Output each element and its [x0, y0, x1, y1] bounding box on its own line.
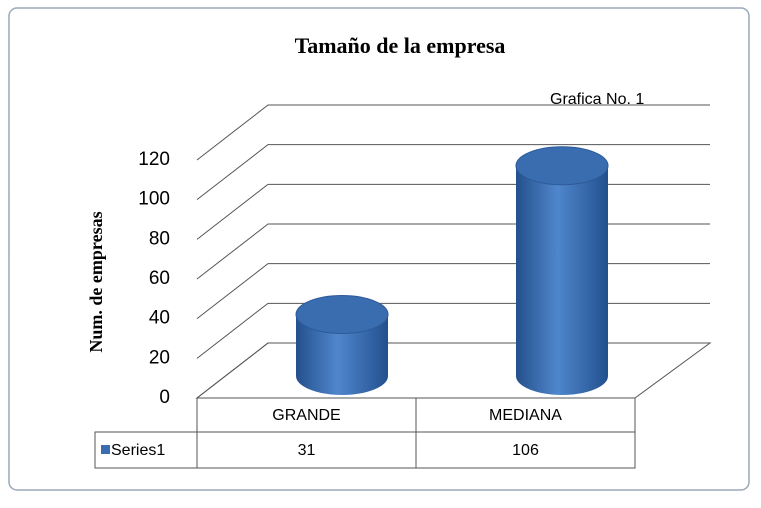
y-tick-label: 40 — [149, 308, 170, 329]
chart-title: Tamaño de la empresa — [295, 33, 506, 58]
cylinder-top — [295, 295, 389, 335]
cylinder-body — [516, 165, 608, 395]
legend-swatch — [101, 445, 110, 454]
y-tick-label: 60 — [149, 268, 170, 289]
y-tick-label: 100 — [138, 189, 170, 210]
table-value: 106 — [512, 442, 539, 459]
x-tick-label: MEDIANA — [489, 407, 562, 424]
chart-frame — [8, 7, 750, 491]
cylinder-body — [296, 314, 388, 395]
grid-line — [196, 104, 710, 161]
y-tick-label: 120 — [138, 149, 170, 170]
x-tick-label: GRANDE — [272, 407, 340, 424]
y-tick-label: 0 — [159, 387, 170, 408]
grid-line — [196, 144, 710, 201]
y-tick-label: 80 — [149, 228, 170, 249]
y-axis-label: Num. de empresas — [86, 211, 106, 352]
legend-label: Series1 — [111, 442, 165, 459]
cylinder-top — [515, 146, 609, 186]
annotation: Grafica No. 1 — [550, 91, 644, 108]
table-value: 31 — [298, 442, 316, 459]
y-tick-label: 20 — [149, 347, 170, 368]
